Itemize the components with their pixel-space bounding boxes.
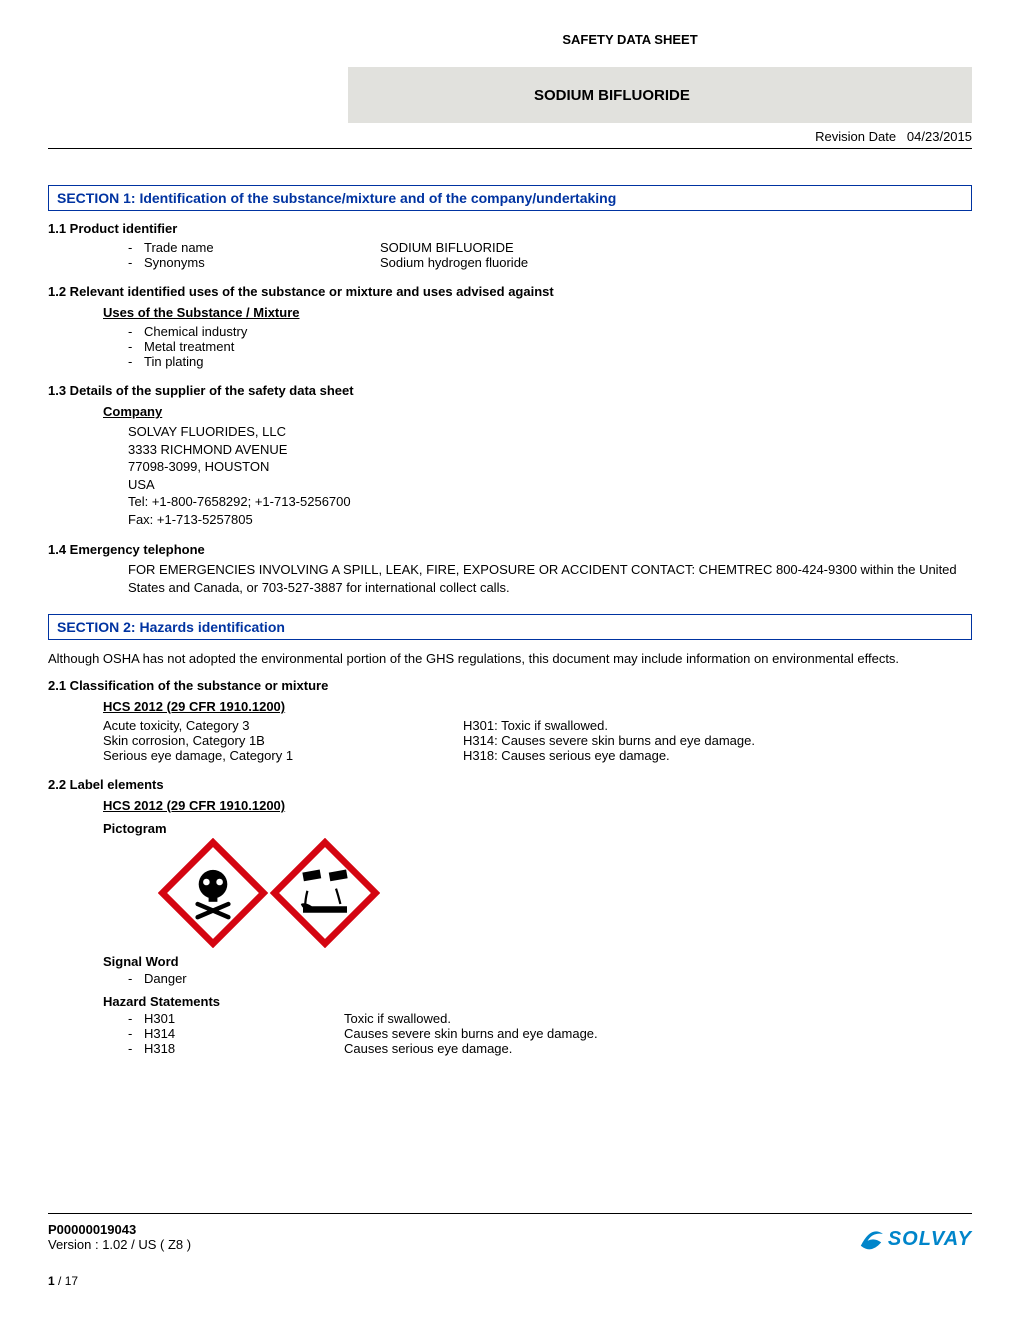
header-rule: [48, 148, 972, 149]
classification-row: Serious eye damage, Category 1 H318: Cau…: [103, 748, 972, 763]
signal-word-heading: Signal Word: [103, 954, 972, 969]
pictogram-row: [158, 838, 972, 948]
signal-word: Danger: [144, 971, 187, 986]
sheet-type-header: SAFETY DATA SHEET: [48, 32, 972, 47]
use-item: -Chemical industry: [128, 324, 972, 339]
dash: -: [128, 240, 144, 255]
hazard-row: -H301 Toxic if swallowed.: [128, 1011, 972, 1026]
company-line: 3333 RICHMOND AVENUE: [128, 441, 972, 459]
classification-code: H314: Causes severe skin burns and eye d…: [463, 733, 972, 748]
dash: -: [128, 255, 144, 270]
solvay-logo: SOLVAY: [854, 1222, 972, 1256]
company-line: Tel: +1-800-7658292; +1-713-5256700: [128, 493, 972, 511]
company-heading: Company: [103, 404, 972, 419]
page-footer: P00000019043 Version : 1.02 / US ( Z8 ) …: [48, 1209, 972, 1288]
page-current: 1: [48, 1274, 55, 1288]
ghs-skull-icon: [158, 838, 268, 948]
use-item: -Metal treatment: [128, 339, 972, 354]
product-title: SODIUM BIFLUORIDE: [534, 87, 690, 104]
hcs-heading-2: HCS 2012 (29 CFR 1910.1200): [103, 798, 972, 813]
footer-left: P00000019043 Version : 1.02 / US ( Z8 ): [48, 1222, 191, 1252]
s1-4-heading: 1.4 Emergency telephone: [48, 542, 972, 557]
page-number: 1 / 17: [48, 1274, 972, 1288]
footer-rule: [48, 1213, 972, 1214]
hazard-code: H301: [144, 1011, 344, 1026]
classification-code: H318: Causes serious eye damage.: [463, 748, 972, 763]
hazard-text: Toxic if swallowed.: [344, 1011, 451, 1026]
s1-3-heading: 1.3 Details of the supplier of the safet…: [48, 383, 972, 398]
page-total: 17: [65, 1274, 78, 1288]
synonyms-value: Sodium hydrogen fluoride: [380, 255, 528, 270]
emergency-text: FOR EMERGENCIES INVOLVING A SPILL, LEAK,…: [128, 561, 972, 596]
classification-cat: Skin corrosion, Category 1B: [103, 733, 463, 748]
hazard-row: -H318 Causes serious eye damage.: [128, 1041, 972, 1056]
hcs-heading-1: HCS 2012 (29 CFR 1910.1200): [103, 699, 972, 714]
solvay-logo-icon: [854, 1222, 888, 1256]
trade-name-value: SODIUM BIFLUORIDE: [380, 240, 514, 255]
pictogram-heading: Pictogram: [103, 821, 972, 836]
company-line: 77098-3099, HOUSTON: [128, 458, 972, 476]
synonyms-row: - Synonyms Sodium hydrogen fluoride: [128, 255, 972, 270]
s2-2-heading: 2.2 Label elements: [48, 777, 972, 792]
classification-cat: Serious eye damage, Category 1: [103, 748, 463, 763]
s1-1-heading: 1.1 Product identifier: [48, 221, 972, 236]
classification-cat: Acute toxicity, Category 3: [103, 718, 463, 733]
signal-word-item: -Danger: [128, 971, 972, 986]
doc-id: P00000019043: [48, 1222, 191, 1237]
s1-2-heading: 1.2 Relevant identified uses of the subs…: [48, 284, 972, 299]
version-line: Version : 1.02 / US ( Z8 ): [48, 1237, 191, 1252]
section2-header: SECTION 2: Hazards identification: [48, 614, 972, 640]
solvay-logo-text: SOLVAY: [888, 1228, 972, 1251]
synonyms-label: Synonyms: [144, 255, 380, 270]
hazard-text: Causes serious eye damage.: [344, 1041, 512, 1056]
revision-date: 04/23/2015: [907, 129, 972, 144]
hazard-code: H318: [144, 1041, 344, 1056]
section1-header: SECTION 1: Identification of the substan…: [48, 185, 972, 211]
page: SAFETY DATA SHEET SODIUM BIFLUORIDE Revi…: [0, 0, 1020, 1320]
product-title-bar: SODIUM BIFLUORIDE: [348, 67, 972, 123]
ghs-corrosion-icon: [270, 838, 380, 948]
uses-list: -Chemical industry -Metal treatment -Tin…: [128, 324, 972, 369]
hazard-code: H314: [144, 1026, 344, 1041]
trade-name-row: - Trade name SODIUM BIFLUORIDE: [128, 240, 972, 255]
use-item: -Tin plating: [128, 354, 972, 369]
classification-row: Skin corrosion, Category 1B H314: Causes…: [103, 733, 972, 748]
revision-label: Revision Date: [815, 129, 896, 144]
company-address: SOLVAY FLUORIDES, LLC 3333 RICHMOND AVEN…: [128, 423, 972, 528]
section2-intro: Although OSHA has not adopted the enviro…: [48, 650, 972, 668]
classification-code: H301: Toxic if swallowed.: [463, 718, 972, 733]
company-line: USA: [128, 476, 972, 494]
hazard-row: -H314 Causes severe skin burns and eye d…: [128, 1026, 972, 1041]
hazard-text: Causes severe skin burns and eye damage.: [344, 1026, 598, 1041]
trade-name-label: Trade name: [144, 240, 380, 255]
revision-line: Revision Date 04/23/2015: [48, 129, 972, 144]
company-line: SOLVAY FLUORIDES, LLC: [128, 423, 972, 441]
s2-1-heading: 2.1 Classification of the substance or m…: [48, 678, 972, 693]
hazard-statements-heading: Hazard Statements: [103, 994, 972, 1009]
uses-heading: Uses of the Substance / Mixture: [103, 305, 972, 320]
classification-row: Acute toxicity, Category 3 H301: Toxic i…: [103, 718, 972, 733]
company-line: Fax: +1-713-5257805: [128, 511, 972, 529]
